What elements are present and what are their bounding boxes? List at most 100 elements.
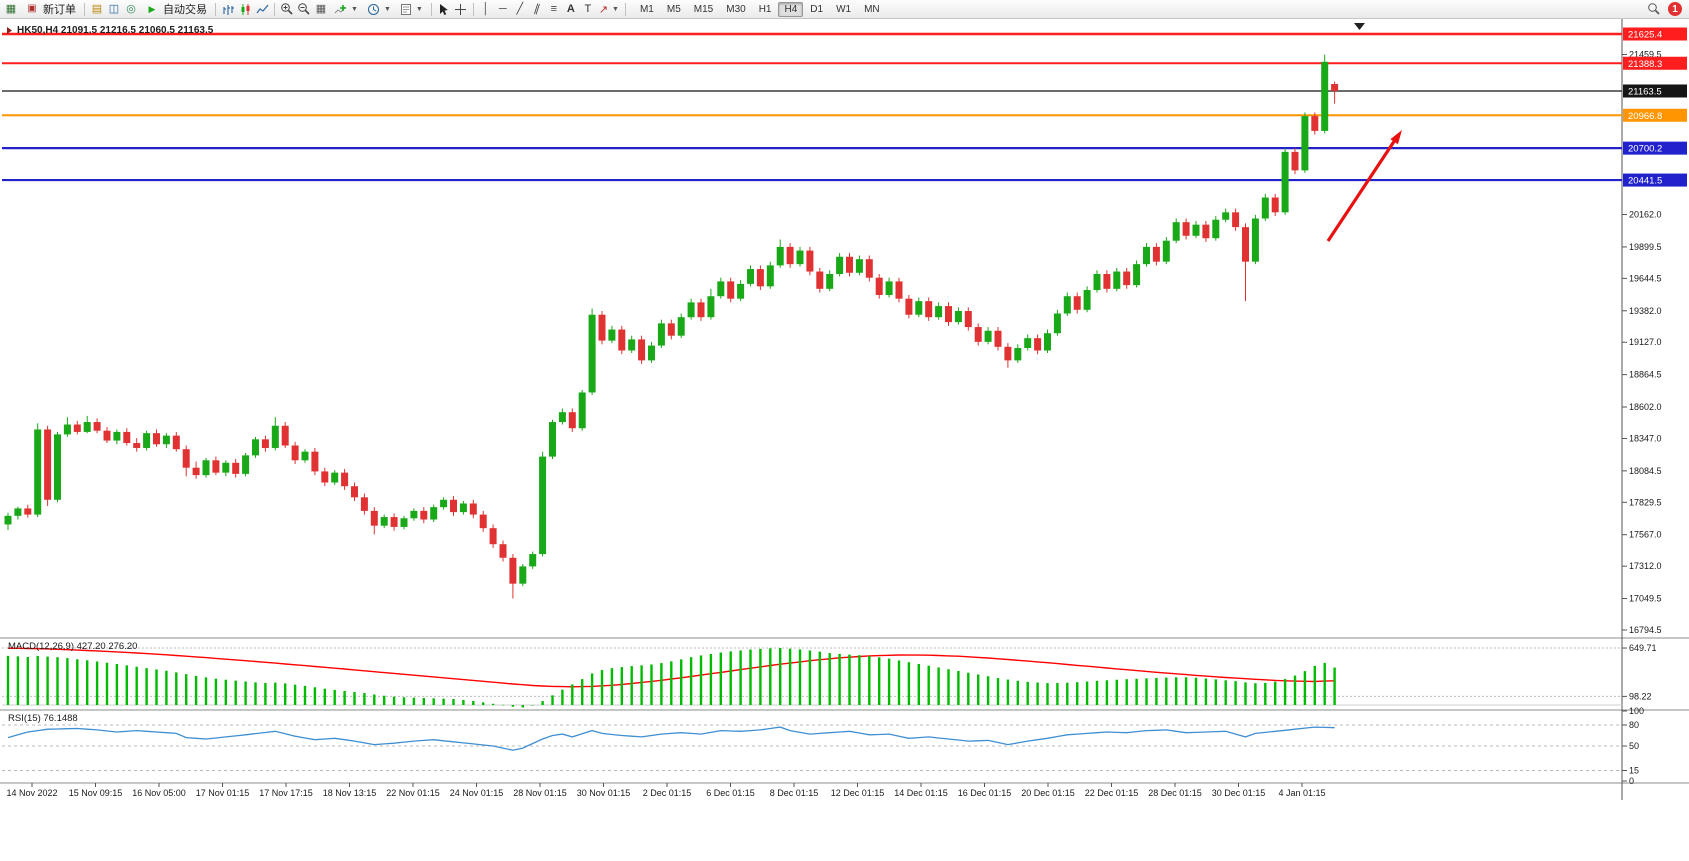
svg-text:17 Nov 01:15: 17 Nov 01:15 bbox=[196, 788, 250, 798]
new-chart-icon[interactable]: ▦ bbox=[5, 2, 17, 15]
svg-text:22 Nov 01:15: 22 Nov 01:15 bbox=[386, 788, 440, 798]
timeframe-M15[interactable]: M15 bbox=[693, 3, 714, 15]
svg-text:80: 80 bbox=[1629, 720, 1639, 730]
search-icon[interactable] bbox=[1646, 1, 1662, 17]
svg-text:50: 50 bbox=[1629, 741, 1639, 751]
rsi-panel: 100 80 50 150 RSI(15) 76.1488 bbox=[2, 706, 1644, 786]
arrows-icon: ↗ bbox=[598, 3, 609, 16]
svg-text:98.22: 98.22 bbox=[1629, 691, 1652, 701]
timeframe-W1[interactable]: W1 bbox=[836, 3, 852, 15]
horizontal-line-icon[interactable]: ─ bbox=[498, 2, 507, 15]
rsi-label: RSI(15) 76.1488 bbox=[8, 713, 78, 724]
periods-button[interactable]: ▼ bbox=[363, 1, 395, 18]
toolbar-separator bbox=[274, 2, 275, 16]
svg-text:0: 0 bbox=[1629, 776, 1634, 786]
svg-text:12 Dec 01:15: 12 Dec 01:15 bbox=[831, 788, 885, 798]
bar-chart-icon[interactable] bbox=[220, 1, 236, 17]
crosshair-icon[interactable] bbox=[453, 1, 469, 17]
horizontal-level-lines[interactable] bbox=[2, 32, 1622, 182]
svg-text:30 Nov 01:15: 30 Nov 01:15 bbox=[577, 788, 631, 798]
svg-text:17 Nov 17:15: 17 Nov 17:15 bbox=[259, 788, 313, 798]
svg-text:18 Nov 13:15: 18 Nov 13:15 bbox=[323, 788, 377, 798]
cursor-icon[interactable] bbox=[436, 1, 452, 17]
price-axis[interactable]: 21459.5 20162.0 19899.5 19644.5 19382.0 19127… bbox=[1622, 49, 1662, 635]
svg-text:28 Dec 01:15: 28 Dec 01:15 bbox=[1148, 788, 1202, 798]
profiles-icon[interactable]: ▤ bbox=[91, 2, 103, 15]
timeframe-H1[interactable]: H1 bbox=[758, 3, 772, 15]
templates-button[interactable]: ▼ bbox=[396, 1, 427, 18]
svg-text:14 Nov 2022: 14 Nov 2022 bbox=[6, 788, 57, 798]
line-chart-icon[interactable] bbox=[254, 1, 270, 17]
svg-text:20700.2: 20700.2 bbox=[1628, 144, 1662, 155]
toolbar-right-group: 1 bbox=[1646, 1, 1686, 17]
candlestick-series[interactable] bbox=[4, 54, 1339, 599]
svg-text:2 Dec 01:15: 2 Dec 01:15 bbox=[643, 788, 692, 798]
svg-text:18347.0: 18347.0 bbox=[1629, 433, 1662, 443]
timeframe-toolbar: M1 M5 M15 M30 H1 H4 D1 W1 MN bbox=[634, 1, 886, 17]
rsi-line bbox=[7, 726, 1335, 751]
svg-text:24 Nov 01:15: 24 Nov 01:15 bbox=[450, 788, 504, 798]
market-watch-icon[interactable]: ◫ bbox=[108, 2, 120, 15]
equidistant-channel-icon[interactable]: ∥ bbox=[532, 1, 542, 16]
chart-title: HK50,H4 21091.5 21216.5 21060.5 21163.5 bbox=[17, 25, 214, 36]
new-order-icon: ▣ bbox=[27, 3, 37, 14]
svg-text:17567.0: 17567.0 bbox=[1629, 530, 1662, 540]
fibonacci-icon[interactable]: ≡ bbox=[550, 2, 558, 15]
svg-text:17049.5: 17049.5 bbox=[1629, 594, 1662, 604]
candlestick-chart-icon[interactable] bbox=[237, 1, 253, 17]
svg-text:30 Dec 01:15: 30 Dec 01:15 bbox=[1212, 788, 1266, 798]
svg-text:19127.0: 19127.0 bbox=[1629, 337, 1662, 347]
timeframe-M1[interactable]: M1 bbox=[639, 3, 654, 15]
timeframe-D1[interactable]: D1 bbox=[810, 3, 824, 15]
text-icon[interactable]: A bbox=[566, 2, 575, 15]
svg-text:4 Jan 01:15: 4 Jan 01:15 bbox=[1278, 788, 1325, 798]
notifications-badge[interactable]: 1 bbox=[1668, 2, 1682, 16]
chevron-down-icon: ▼ bbox=[351, 5, 358, 13]
svg-text:19382.0: 19382.0 bbox=[1629, 306, 1662, 316]
zoom-in-icon[interactable] bbox=[279, 1, 295, 17]
arrows-button[interactable]: ↗ ▼ bbox=[597, 1, 621, 18]
svg-text:17312.0: 17312.0 bbox=[1629, 561, 1662, 571]
zoom-out-icon[interactable] bbox=[296, 1, 312, 17]
timeframe-H4[interactable]: H4 bbox=[778, 1, 804, 17]
timeframe-M30[interactable]: M30 bbox=[726, 3, 746, 15]
toolbar-separator bbox=[215, 2, 216, 16]
svg-text:100: 100 bbox=[1629, 706, 1644, 716]
chevron-down-icon: ▼ bbox=[383, 5, 391, 13]
svg-text:21625.4: 21625.4 bbox=[1628, 30, 1662, 41]
toolbar-separator bbox=[84, 2, 85, 16]
macd-label: MACD(12,26,9) 427.20 276.20 bbox=[8, 641, 137, 652]
timeframe-MN[interactable]: MN bbox=[864, 3, 880, 15]
svg-text:16 Dec 01:15: 16 Dec 01:15 bbox=[958, 788, 1012, 798]
indicators-button[interactable]: ▼ bbox=[330, 1, 362, 18]
autotrading-play-icon: ▶ bbox=[148, 3, 156, 14]
navigator-icon[interactable]: ◎ bbox=[126, 2, 136, 15]
tile-windows-icon[interactable]: ▦ bbox=[315, 2, 327, 15]
vertical-line-icon[interactable]: │ bbox=[482, 2, 490, 15]
chart-frame bbox=[0, 19, 1689, 800]
time-axis[interactable]: 14 Nov 2022 15 Nov 09:15 16 Nov 05:00 17 No… bbox=[6, 783, 1326, 798]
autotrading-button[interactable]: ▶ 自动交易 bbox=[140, 1, 211, 18]
chevron-down-icon: ▼ bbox=[415, 5, 423, 13]
svg-text:21388.3: 21388.3 bbox=[1628, 59, 1662, 70]
trendline-icon[interactable]: ╱ bbox=[516, 2, 524, 15]
timeframe-M5[interactable]: M5 bbox=[666, 3, 681, 15]
svg-text:28 Nov 01:15: 28 Nov 01:15 bbox=[513, 788, 567, 798]
main-toolbar: ▦ ▣ 新订单 ▤ ◫ ◎ ▶ 自动交易 ▦ ▼ ▼ ▼ bbox=[0, 0, 1689, 19]
svg-text:20162.0: 20162.0 bbox=[1629, 210, 1662, 220]
toolbar-separator bbox=[472, 2, 474, 16]
svg-text:17829.5: 17829.5 bbox=[1629, 497, 1662, 507]
svg-text:21459.5: 21459.5 bbox=[1629, 49, 1662, 59]
svg-text:15 Nov 09:15: 15 Nov 09:15 bbox=[69, 788, 123, 798]
svg-text:22 Dec 01:15: 22 Dec 01:15 bbox=[1085, 788, 1139, 798]
chart-shift-marker bbox=[1354, 23, 1365, 30]
new-order-button[interactable]: ▣ 新订单 bbox=[20, 1, 80, 18]
one-click-trading-toggle[interactable] bbox=[7, 27, 12, 34]
svg-text:20441.5: 20441.5 bbox=[1628, 176, 1662, 187]
svg-text:16 Nov 05:00: 16 Nov 05:00 bbox=[132, 788, 186, 798]
text-label-icon[interactable]: T bbox=[584, 2, 592, 15]
toolbar-separator bbox=[624, 2, 626, 16]
svg-text:21163.5: 21163.5 bbox=[1628, 86, 1662, 97]
trend-arrow-annotation[interactable] bbox=[1326, 130, 1402, 242]
